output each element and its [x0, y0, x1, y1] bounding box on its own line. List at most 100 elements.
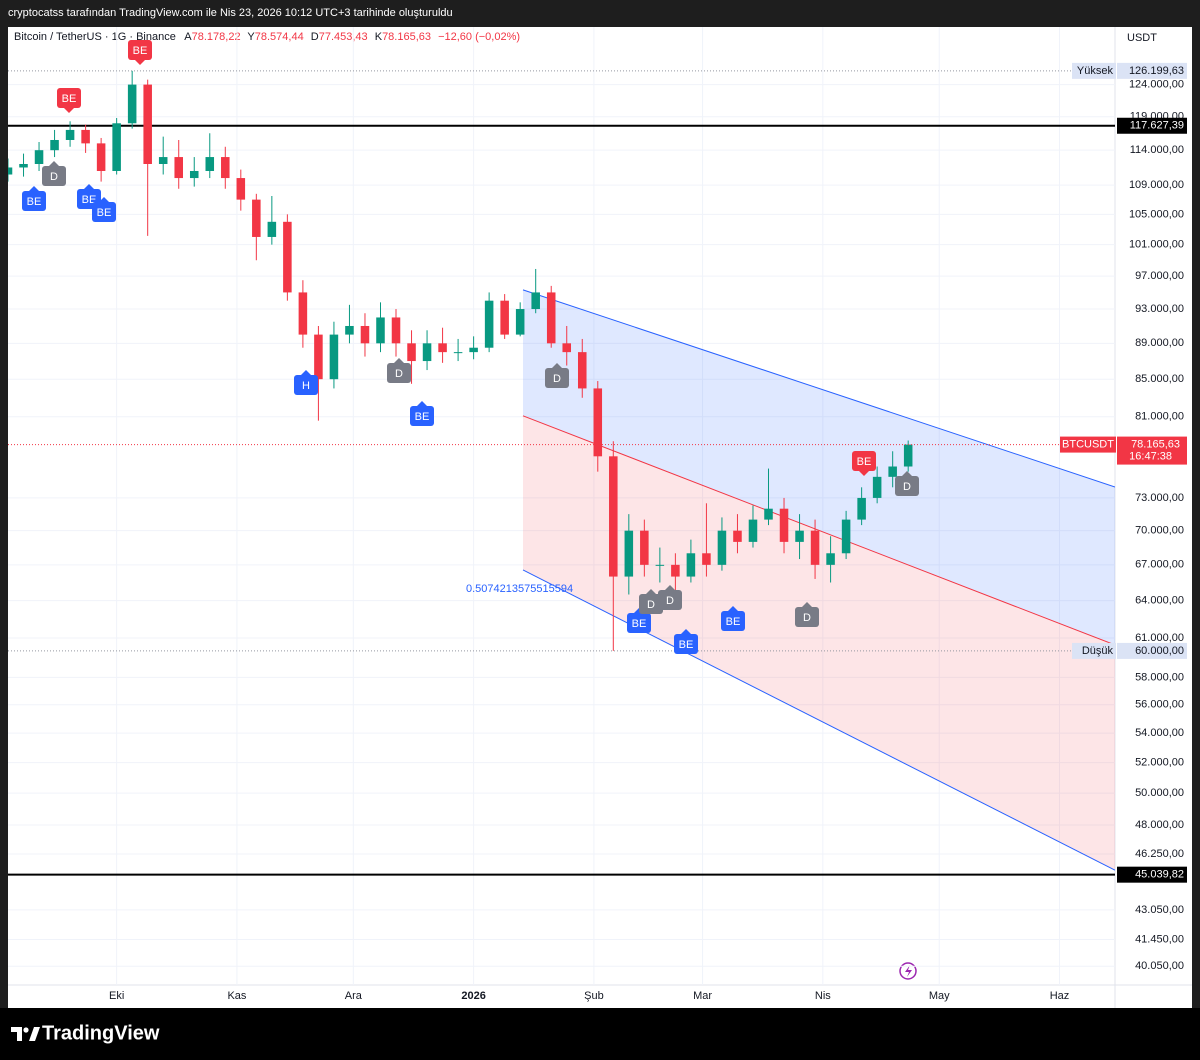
extreme-name-bg: [1072, 642, 1116, 659]
candle-body: [717, 530, 727, 565]
candle-body: [609, 456, 618, 577]
marker-label: BE: [726, 616, 741, 628]
y-tick-label: 124.000,00: [1129, 78, 1184, 90]
marker-label: BE: [82, 194, 97, 206]
candle-body: [702, 553, 711, 565]
y-tick-label: 52.000,00: [1135, 756, 1184, 768]
x-tick-label: Mar: [693, 990, 712, 1002]
candle-body: [686, 553, 696, 577]
candle-body: [779, 508, 789, 542]
candle-body: [236, 178, 246, 200]
candle-body: [81, 129, 90, 144]
candle-body: [733, 530, 742, 542]
candle-body: [329, 334, 339, 380]
signal-marker: D: [639, 589, 663, 614]
y-tick-label: 56.000,00: [1135, 699, 1184, 711]
candle-body: [252, 199, 261, 237]
brand-logo: [11, 1027, 40, 1041]
legend-key: D: [311, 31, 319, 43]
channel-lower-line: [522, 569, 1115, 871]
currency: USDT: [1127, 32, 1157, 44]
y-tick-label: 85.000,00: [1135, 373, 1184, 385]
candle-body: [189, 170, 199, 179]
marker-box: [22, 191, 46, 211]
alert-icon: [899, 962, 917, 980]
signal-marker: BE: [674, 629, 698, 654]
marker-box: [57, 88, 81, 108]
marker-box: [895, 476, 919, 496]
marker-pointer: [416, 401, 428, 407]
candle-body: [174, 157, 183, 179]
y-tick-label: 58.000,00: [1135, 671, 1184, 683]
candle-body: [267, 221, 277, 237]
candle-body: [764, 508, 773, 520]
candle-body: [903, 444, 913, 467]
signal-marker: BE: [852, 451, 876, 476]
candle-body: [872, 476, 882, 498]
channel-label: 0.5074213575515594: [466, 583, 573, 595]
channel-lower-fill: [523, 415, 1115, 871]
marker-box: [639, 594, 663, 614]
marker-pointer: [63, 107, 75, 113]
signal-marker: D: [387, 358, 411, 383]
y-tick-label: 54.000,00: [1135, 727, 1184, 739]
channel-middle-line: [522, 415, 1115, 646]
y-tick-label: 64.000,00: [1135, 594, 1184, 606]
y-tick-label: 70.000,00: [1135, 525, 1184, 537]
marker-box: [92, 202, 116, 222]
y-tick-label: 67.000,00: [1135, 559, 1184, 571]
marker-label: D: [903, 481, 911, 493]
candle-body: [345, 325, 354, 335]
legend: Bitcoin / TetherUS · 1G · Binance A78.17…: [14, 31, 520, 43]
signal-marker: BE: [57, 88, 81, 113]
candle-body: [624, 530, 634, 577]
signal-marker: BE: [128, 40, 152, 65]
marker-label: D: [553, 373, 561, 385]
y-tick-label: 93.000,00: [1135, 303, 1184, 315]
candle-body: [422, 343, 432, 362]
candle-body: [655, 564, 665, 566]
marker-box: [627, 613, 651, 633]
marker-box: [658, 590, 682, 610]
candle-body: [671, 564, 680, 577]
y-tick-label: 97.000,00: [1135, 270, 1184, 282]
extreme-value-bg: [1117, 642, 1187, 659]
candle-body: [810, 530, 820, 565]
marker-box: [410, 406, 434, 426]
legend-value: 78.165,63: [382, 31, 431, 43]
y-tick-label: 46.250,00: [1135, 848, 1184, 860]
candle-body: [826, 553, 835, 565]
candle-body: [841, 519, 851, 554]
legend-key: Y: [247, 31, 255, 43]
x-tick-label: Nis: [815, 990, 831, 1002]
last-countdown: 16:47:38: [1129, 450, 1172, 462]
x-tick-label: Ara: [345, 990, 363, 1002]
y-tick-label: 109.000,00: [1129, 179, 1184, 191]
extreme-value: 126.199,63: [1129, 65, 1184, 77]
candle-body: [127, 84, 137, 124]
y-tick-label: 61.000,00: [1135, 632, 1184, 644]
y-tick-label: 81.000,00: [1135, 411, 1184, 423]
candle-body: [298, 292, 308, 335]
extreme-name: Yüksek: [1077, 65, 1114, 77]
marker-box: [42, 166, 66, 186]
signal-marker: D: [42, 161, 66, 186]
marker-label: H: [302, 380, 310, 392]
marker-label: BE: [62, 93, 77, 105]
marker-label: BE: [679, 639, 694, 651]
last-symbol: BTCUSDT: [1062, 438, 1114, 450]
marker-label: BE: [415, 411, 430, 423]
marker-label: D: [803, 612, 811, 624]
candle-body: [221, 157, 230, 179]
x-tick-label: May: [929, 990, 950, 1002]
channel-upper-fill: [523, 289, 1115, 645]
candle-body: [8, 167, 13, 175]
marker-box: [387, 363, 411, 383]
marker-box: [795, 607, 819, 627]
channel-upper-line: [522, 289, 1115, 488]
x-tick-label: Şub: [584, 990, 604, 1002]
signal-marker: H: [294, 370, 318, 395]
candle-body: [438, 343, 447, 353]
chart-area: [8, 27, 1192, 1008]
